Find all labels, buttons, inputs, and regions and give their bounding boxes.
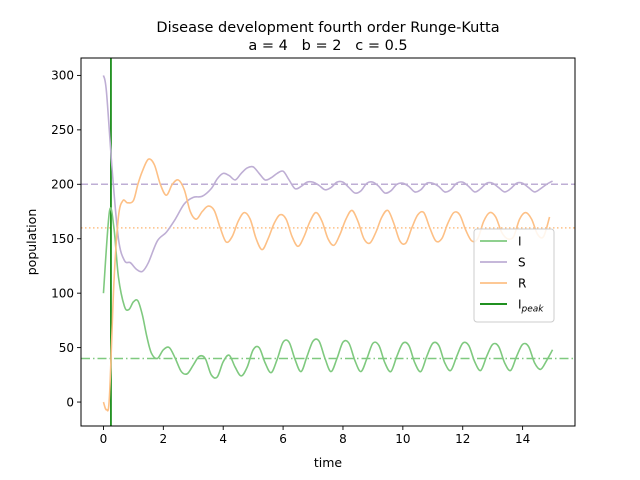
y-tick-label: 0	[66, 395, 74, 409]
legend-label-S: S	[518, 256, 526, 270]
y-tick-label: 300	[51, 69, 74, 83]
series-line-S	[102, 75, 553, 273]
x-tick-label: 14	[515, 432, 530, 446]
x-tick-label: 12	[455, 432, 470, 446]
legend-label-I: I	[518, 235, 522, 249]
y-axis-label: population	[24, 209, 39, 276]
x-tick-label: 6	[279, 432, 287, 446]
x-axis-label: time	[314, 455, 343, 470]
y-tick-label: 250	[51, 123, 74, 137]
series-line-I	[102, 207, 554, 379]
legend-box	[473, 228, 555, 323]
chart-title: Disease development fourth order Runge-K…	[156, 20, 499, 36]
series-lines	[102, 75, 554, 412]
y-tick-label: 50	[59, 341, 74, 355]
series-line-R	[102, 158, 551, 412]
y-tick-label: 200	[51, 178, 74, 192]
x-axis: 0 2 4 6 8 10 12 14	[100, 426, 530, 446]
y-axis: 0 50 100 150 200 250 300	[51, 69, 81, 409]
y-tick-label: 100	[51, 286, 74, 300]
legend-label-subscript: peak	[521, 305, 545, 315]
chart-subtitle: a = 4 b = 2 c = 0.5	[248, 38, 407, 54]
legend-label-R: R	[518, 277, 526, 291]
plot-frame	[80, 57, 576, 427]
x-tick-label: 0	[100, 432, 108, 446]
y-tick-label: 150	[51, 232, 74, 246]
x-tick-label: 2	[160, 432, 168, 446]
x-tick-label: 10	[395, 432, 410, 446]
plot-area	[80, 57, 576, 427]
x-tick-label: 8	[339, 432, 347, 446]
x-tick-label: 4	[219, 432, 227, 446]
